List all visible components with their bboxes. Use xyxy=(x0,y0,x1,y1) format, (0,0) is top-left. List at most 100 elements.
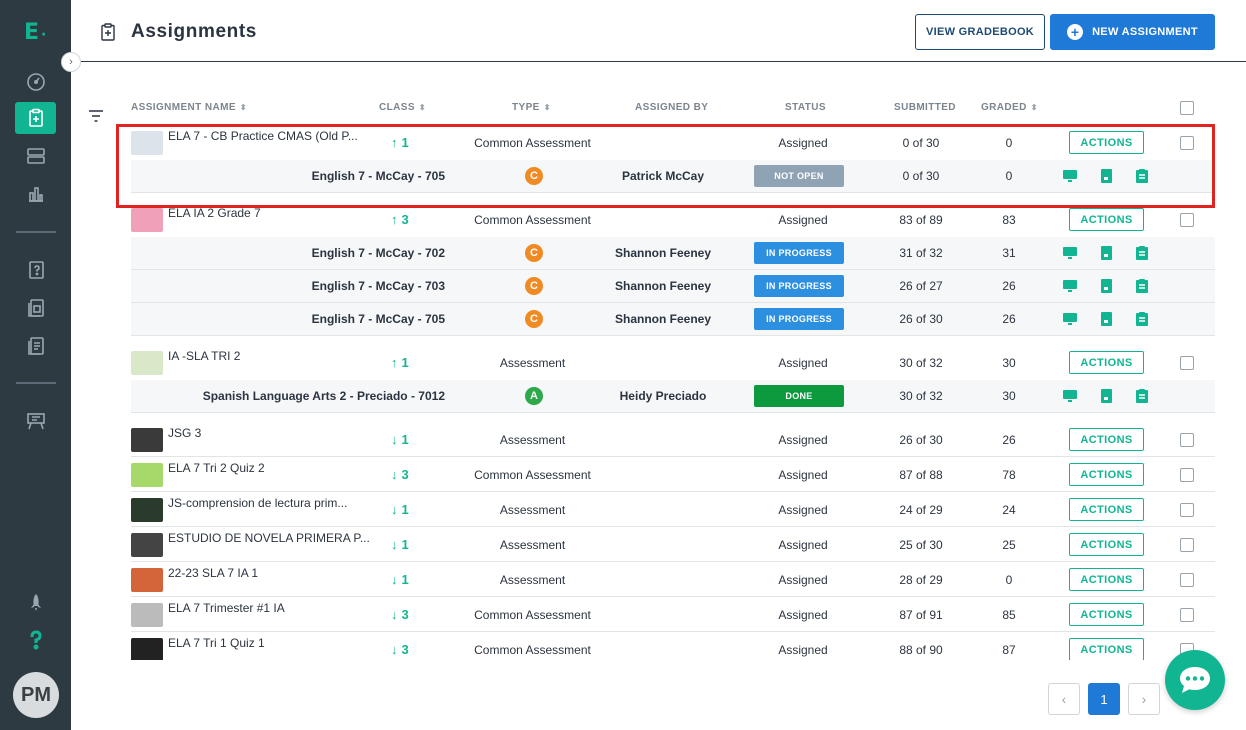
assignment-name[interactable]: IA -SLA TRI 2 xyxy=(168,349,241,363)
help-question-icon[interactable] xyxy=(15,624,56,656)
row-checkbox[interactable] xyxy=(1180,356,1194,370)
actions-button[interactable]: ACTIONS xyxy=(1069,498,1144,521)
class-name[interactable]: English 7 - McCay - 705 xyxy=(311,312,445,326)
class-name[interactable]: English 7 - McCay - 705 xyxy=(311,169,445,183)
class-sub-row[interactable]: English 7 - McCay - 705 C Patrick McCay NOT… xyxy=(131,160,1215,193)
actions-button[interactable]: ACTIONS xyxy=(1069,351,1144,374)
bar-chart-icon[interactable] xyxy=(15,178,56,210)
assignment-name[interactable]: ELA 7 Tri 1 Quiz 1 xyxy=(168,636,265,650)
assignment-row[interactable]: ELA 7 Tri 2 Quiz 2 ↓ 3 Common Assessment Ass… xyxy=(131,458,1215,492)
gradebook-book-icon[interactable] xyxy=(1098,278,1114,294)
assignment-row[interactable]: 22-23 SLA 7 IA 1 ↓ 1 Assessment Assigned 28 o… xyxy=(131,563,1215,597)
monitor-icon[interactable] xyxy=(1062,245,1078,261)
sidebar-expand-chevron-icon[interactable]: › xyxy=(61,52,81,72)
class-name[interactable]: Spanish Language Arts 2 - Preciado - 701… xyxy=(202,389,445,403)
next-page-button[interactable]: › xyxy=(1128,683,1160,715)
monitor-icon[interactable] xyxy=(1062,311,1078,327)
col-assignment-name[interactable]: ASSIGNMENT NAME ⬍ xyxy=(131,102,248,113)
assignment-row[interactable]: IA -SLA TRI 2 ↑ 1 Assessment Assigned 30 of 3… xyxy=(131,346,1215,380)
row-checkbox[interactable] xyxy=(1180,573,1194,587)
row-checkbox[interactable] xyxy=(1180,538,1194,552)
actions-button[interactable]: ACTIONS xyxy=(1069,603,1144,626)
assignment-name[interactable]: ELA IA 2 Grade 7 xyxy=(168,206,261,220)
class-count[interactable]: ↑ 1 xyxy=(391,355,409,370)
rocket-icon[interactable] xyxy=(15,587,56,619)
page-1-button[interactable]: 1 xyxy=(1088,683,1120,715)
assignment-row[interactable]: JS-comprension de lectura prim... ↓ 1 Asses… xyxy=(131,493,1215,527)
actions-button[interactable]: ACTIONS xyxy=(1069,463,1144,486)
assignment-name[interactable]: ESTUDIO DE NOVELA PRIMERA P... xyxy=(168,531,370,545)
row-checkbox[interactable] xyxy=(1180,433,1194,447)
class-sub-row[interactable]: Spanish Language Arts 2 - Preciado - 701… xyxy=(131,380,1215,413)
assignment-row[interactable]: ELA IA 2 Grade 7 ↑ 3 Common Assessment Assig… xyxy=(131,203,1215,237)
assignment-name[interactable]: ELA 7 - CB Practice CMAS (Old P... xyxy=(168,129,358,143)
gradebook-book-icon[interactable] xyxy=(1098,245,1114,261)
filter-icon[interactable] xyxy=(88,110,104,122)
item-bank-icon[interactable] xyxy=(15,292,56,324)
gradebook-book-icon[interactable] xyxy=(1098,311,1114,327)
prev-page-button[interactable]: ‹ xyxy=(1048,683,1080,715)
gradebook-book-icon[interactable] xyxy=(1098,388,1114,404)
view-gradebook-button[interactable]: VIEW GRADEBOOK xyxy=(915,14,1045,50)
class-sub-row[interactable]: English 7 - McCay - 702 C Shannon Feeney IN… xyxy=(131,237,1215,270)
assignment-type: Common Assessment xyxy=(474,643,591,657)
assignment-name[interactable]: ELA 7 Trimester #1 IA xyxy=(168,601,285,615)
monitor-icon[interactable] xyxy=(1062,278,1078,294)
assignment-row[interactable]: ELA 7 - CB Practice CMAS (Old P... ↑ 1 Comm… xyxy=(131,126,1215,160)
assignment-row[interactable]: ESTUDIO DE NOVELA PRIMERA P... ↓ 1 Assessme… xyxy=(131,528,1215,562)
avatar[interactable]: PM xyxy=(13,672,59,718)
monitor-icon[interactable] xyxy=(1062,168,1078,184)
class-count[interactable]: ↓ 1 xyxy=(391,502,409,517)
row-checkbox[interactable] xyxy=(1180,608,1194,622)
col-type[interactable]: TYPE ⬍ xyxy=(512,102,551,113)
report-clipboard-icon[interactable] xyxy=(1134,168,1150,184)
assignment-name[interactable]: JS-comprension de lectura prim... xyxy=(168,496,348,510)
actions-button[interactable]: ACTIONS xyxy=(1069,568,1144,591)
class-count[interactable]: ↑ 3 xyxy=(391,212,409,227)
class-count[interactable]: ↓ 3 xyxy=(391,642,409,657)
actions-button[interactable]: ACTIONS xyxy=(1069,428,1144,451)
report-clipboard-icon[interactable] xyxy=(1134,311,1150,327)
class-count[interactable]: ↓ 1 xyxy=(391,432,409,447)
class-sub-row[interactable]: English 7 - McCay - 703 C Shannon Feeney IN… xyxy=(131,270,1215,303)
class-count[interactable]: ↓ 1 xyxy=(391,572,409,587)
monitor-icon[interactable] xyxy=(1062,388,1078,404)
actions-button[interactable]: ACTIONS xyxy=(1069,208,1144,231)
class-name[interactable]: English 7 - McCay - 703 xyxy=(311,279,445,293)
class-sub-row[interactable]: English 7 - McCay - 705 C Shannon Feeney IN… xyxy=(131,303,1215,336)
col-class[interactable]: CLASS ⬍ xyxy=(379,102,427,113)
select-all-checkbox[interactable] xyxy=(1180,101,1194,115)
actions-button[interactable]: ACTIONS xyxy=(1069,131,1144,154)
assignment-row[interactable]: ELA 7 Tri 1 Quiz 1 ↓ 3 Common Assessment Ass… xyxy=(131,633,1215,660)
class-count[interactable]: ↓ 3 xyxy=(391,607,409,622)
report-clipboard-icon[interactable] xyxy=(1134,388,1150,404)
layers-icon[interactable] xyxy=(15,140,56,172)
report-clipboard-icon[interactable] xyxy=(1134,245,1150,261)
col-graded[interactable]: GRADED ⬍ xyxy=(981,102,1038,113)
new-assignment-button[interactable]: + NEW ASSIGNMENT xyxy=(1050,14,1215,50)
documents-icon[interactable] xyxy=(15,330,56,362)
actions-button[interactable]: ACTIONS xyxy=(1069,638,1144,660)
classroom-easel-icon[interactable] xyxy=(15,405,56,437)
assignment-row[interactable]: ELA 7 Trimester #1 IA ↓ 3 Common Assessment… xyxy=(131,598,1215,632)
assignment-name[interactable]: ELA 7 Tri 2 Quiz 2 xyxy=(168,461,265,475)
assignments-clipboard-icon[interactable] xyxy=(15,102,56,134)
report-clipboard-icon[interactable] xyxy=(1134,278,1150,294)
assignment-name[interactable]: JSG 3 xyxy=(168,426,202,440)
row-checkbox[interactable] xyxy=(1180,213,1194,227)
row-checkbox[interactable] xyxy=(1180,136,1194,150)
assignment-name[interactable]: 22-23 SLA 7 IA 1 xyxy=(168,566,259,580)
class-count[interactable]: ↑ 1 xyxy=(391,135,409,150)
class-count[interactable]: ↓ 3 xyxy=(391,467,409,482)
assignment-row[interactable]: JSG 3 ↓ 1 Assessment Assigned 26 of 30 26 ACTIO… xyxy=(131,423,1215,457)
actions-button[interactable]: ACTIONS xyxy=(1069,533,1144,556)
row-checkbox[interactable] xyxy=(1180,468,1194,482)
row-checkbox[interactable] xyxy=(1180,503,1194,517)
chat-icon[interactable] xyxy=(1165,650,1225,710)
class-name[interactable]: English 7 - McCay - 702 xyxy=(311,246,445,260)
question-bank-icon[interactable] xyxy=(15,254,56,286)
gradebook-book-icon[interactable] xyxy=(1098,168,1114,184)
dashboard-gauge-icon[interactable] xyxy=(15,66,56,98)
class-count[interactable]: ↓ 1 xyxy=(391,537,409,552)
app-logo[interactable]: E · xyxy=(24,20,47,45)
